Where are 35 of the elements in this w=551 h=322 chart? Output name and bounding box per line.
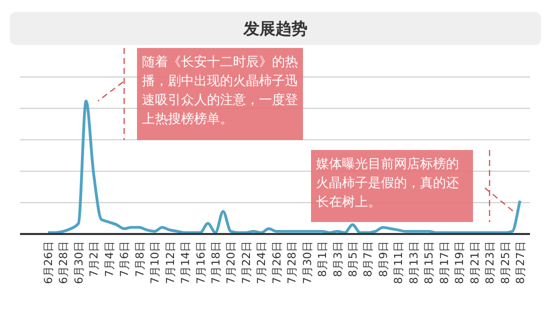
x-tick-label: 7月12日 xyxy=(164,241,177,284)
x-tick-label: 8月17日 xyxy=(438,241,451,284)
chart-title: 发展趋势 xyxy=(242,19,308,38)
x-tick-label: 7月18日 xyxy=(209,241,222,284)
x-tick-label: 8月9日 xyxy=(376,241,390,277)
x-tick-label: 7月26日 xyxy=(270,241,284,284)
x-tick-label: 7月30日 xyxy=(300,241,314,284)
x-tick-label: 8月19日 xyxy=(453,241,466,284)
annotation: 随着《长安十二时辰》的热播，剧中出现的火晶柿子迅速吸引众人的注意，一度登上热搜榜榜单。 xyxy=(137,48,303,140)
x-tick-label: 7月20日 xyxy=(224,241,238,284)
x-tick-label: 7月16日 xyxy=(194,241,208,284)
x-tick-label: 6月28日 xyxy=(57,241,70,284)
x-tick-label: 8月1日 xyxy=(316,241,330,277)
x-tick-label: 7月28日 xyxy=(286,241,299,284)
x-tick-label: 8月13日 xyxy=(407,241,420,284)
x-tick-label: 8月25日 xyxy=(498,241,512,284)
x-tick-label: 7月2日 xyxy=(88,241,101,277)
x-tick-label: 7月14日 xyxy=(179,241,192,284)
x-tick-label: 8月7日 xyxy=(362,241,375,277)
x-tick-label: 7月6日 xyxy=(118,241,132,277)
x-tick-label: 8月11日 xyxy=(392,241,406,284)
x-tick-label: 8月27日 xyxy=(514,241,527,284)
x-tick-label: 7月22日 xyxy=(240,241,253,284)
x-tick-label: 8月15日 xyxy=(422,241,436,284)
x-tick-label: 7月4日 xyxy=(102,241,116,277)
x-tick-label: 8月23日 xyxy=(484,241,497,284)
x-tick-label: 8月3日 xyxy=(331,241,344,277)
annotation: 媒体曝光目前网店标榜的火晶柿子是假的，真的还长在树上。 xyxy=(311,150,473,222)
x-tick-label: 7月10日 xyxy=(148,241,162,284)
x-tick-label: 6月30日 xyxy=(72,241,86,284)
x-tick-label: 7月24日 xyxy=(255,241,268,284)
x-tick-label: 7月8日 xyxy=(133,241,146,277)
x-tick-label: 8月21日 xyxy=(468,241,482,284)
x-tick-label: 8月5日 xyxy=(346,241,360,277)
x-tick-label: 6月26日 xyxy=(42,241,55,284)
